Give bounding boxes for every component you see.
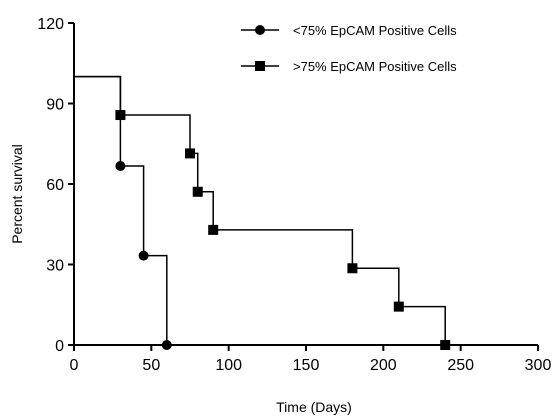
y-tick-label: 120 bbox=[37, 16, 64, 33]
data-point bbox=[347, 263, 358, 274]
data-point bbox=[393, 301, 404, 312]
series-2 bbox=[74, 75, 451, 350]
x-tick-label: 150 bbox=[293, 357, 320, 374]
y-tick-label: 60 bbox=[46, 177, 64, 194]
x-axis-label: Time (Days) bbox=[276, 399, 352, 415]
legend-item: <75% EpCAM Positive Cells bbox=[241, 23, 457, 38]
y-tick-label: 30 bbox=[46, 258, 64, 275]
legend-marker bbox=[255, 61, 265, 71]
axes bbox=[68, 22, 539, 351]
data-point bbox=[115, 161, 126, 172]
legend-label: <75% EpCAM Positive Cells bbox=[293, 23, 457, 38]
legend: <75% EpCAM Positive Cells >75% EpCAM Posi… bbox=[241, 23, 457, 74]
y-tick-label: 90 bbox=[46, 97, 64, 114]
tick-labels: 0 50 100 150 200 250 300 0 30 60 90 120 bbox=[37, 16, 551, 374]
x-tick-label: 0 bbox=[70, 357, 79, 374]
data-point bbox=[208, 224, 219, 235]
data-point bbox=[185, 148, 195, 159]
x-tick-label: 200 bbox=[370, 357, 397, 374]
legend-marker bbox=[255, 25, 265, 35]
x-tick-label: 300 bbox=[525, 357, 552, 374]
data-point bbox=[138, 250, 149, 261]
x-tick-label: 100 bbox=[215, 357, 242, 374]
data-point bbox=[115, 110, 126, 121]
series-line bbox=[74, 75, 446, 345]
y-axis-label: Percent survival bbox=[9, 144, 25, 244]
plot-area bbox=[74, 75, 451, 350]
legend-item: >75% EpCAM Positive Cells bbox=[241, 59, 457, 74]
data-point bbox=[192, 186, 203, 197]
x-tick-label: 50 bbox=[142, 357, 160, 374]
y-tick-label: 0 bbox=[55, 338, 64, 355]
legend-label: >75% EpCAM Positive Cells bbox=[293, 59, 457, 74]
x-tick-label: 250 bbox=[447, 357, 474, 374]
